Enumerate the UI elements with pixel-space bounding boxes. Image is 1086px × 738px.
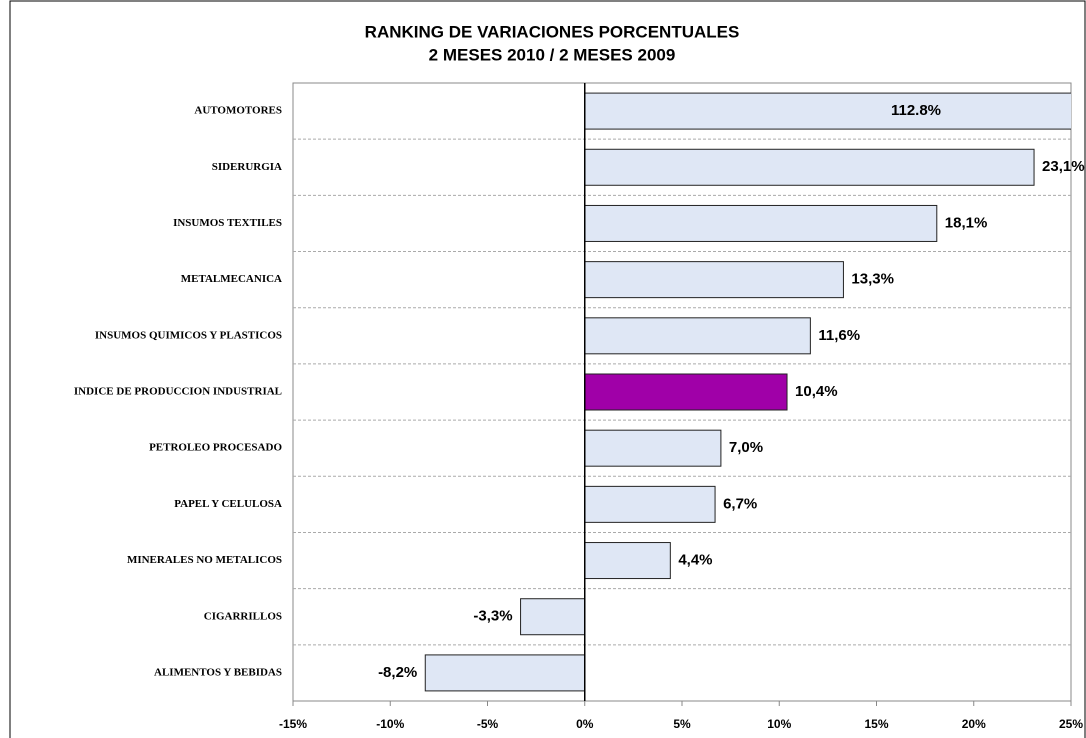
bar <box>584 373 788 411</box>
plot-area <box>424 92 1071 692</box>
x-tick-label: 20% <box>962 717 986 731</box>
category-label: CIGARRILLOS <box>204 610 282 622</box>
bar <box>424 654 586 692</box>
category-label: INSUMOS QUIMICOS Y PLASTICOS <box>95 329 282 341</box>
value-label: 4,4% <box>678 552 712 569</box>
category-label: ALIMENTOS Y BEBIDAS <box>154 666 282 678</box>
x-tick-label: -10% <box>376 717 404 731</box>
value-label: 13,3% <box>851 271 894 288</box>
bar <box>584 261 844 299</box>
chart-title: RANKING DE VARIACIONES PORCENTUALES <box>365 22 740 41</box>
value-label: 23,1% <box>1042 158 1085 175</box>
x-tick-label: 25% <box>1059 717 1083 731</box>
x-tick-label: 10% <box>767 717 791 731</box>
category-label: INDICE DE PRODUCCION INDUSTRIAL <box>74 386 282 398</box>
x-tick-label: -5% <box>477 717 499 731</box>
value-label: 11,6% <box>818 327 860 344</box>
value-label: -8,2% <box>378 664 417 681</box>
value-label: 6,7% <box>723 495 757 512</box>
category-label: AUTOMOTORES <box>194 105 282 117</box>
value-label: 18,1% <box>945 214 988 231</box>
x-tick-label: -15% <box>279 717 307 731</box>
value-label: 7,0% <box>729 439 763 456</box>
x-tick-label: 15% <box>864 717 888 731</box>
category-label: MINERALES NO METALICOS <box>127 554 282 566</box>
bar <box>584 317 811 355</box>
bar <box>584 148 1035 186</box>
category-label: SIDERURGIA <box>212 161 282 173</box>
chart-subtitle: 2 MESES 2010 / 2 MESES 2009 <box>429 45 676 64</box>
x-tick-label: 0% <box>576 717 594 731</box>
bar <box>584 204 938 242</box>
category-label: INSUMOS TEXTILES <box>173 217 282 229</box>
value-label: -3,3% <box>473 608 512 625</box>
category-label: PAPEL Y CELULOSA <box>174 498 282 510</box>
bar <box>584 429 722 467</box>
category-label: METALMECANICA <box>181 273 282 285</box>
value-label: 112.8% <box>891 102 941 119</box>
value-label: 10,4% <box>795 383 838 400</box>
x-tick-label: 5% <box>673 717 691 731</box>
bar <box>520 598 586 636</box>
bar <box>584 542 671 580</box>
category-label: PETROLEO PROCESADO <box>149 442 282 454</box>
bar <box>584 92 1071 130</box>
bar <box>584 485 716 523</box>
